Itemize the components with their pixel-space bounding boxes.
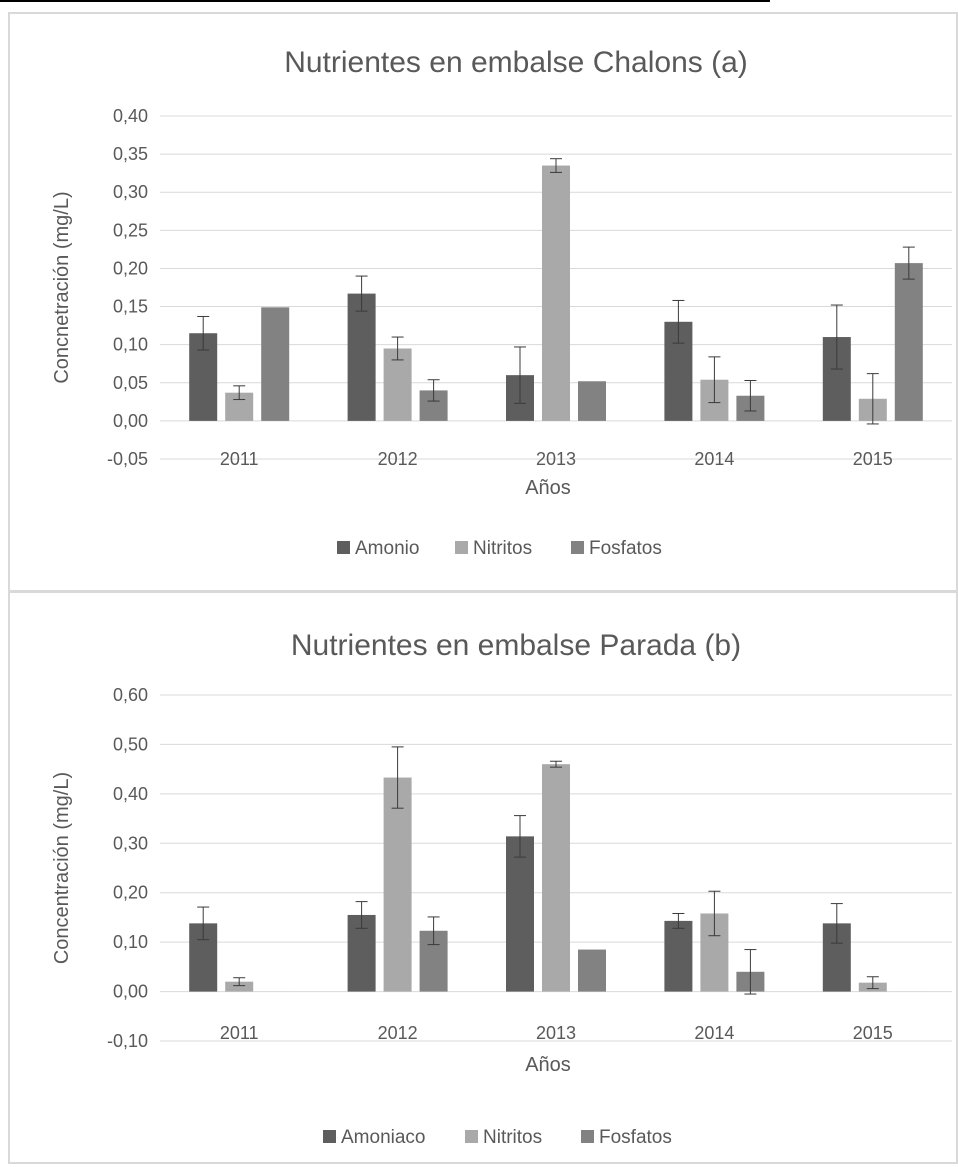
bar-nitritos-2012 [384, 778, 412, 992]
legend-swatch-fosfatos [581, 1130, 594, 1143]
bar-fosfatos-2013 [578, 950, 606, 992]
y-tick-label: 0,00 [113, 411, 148, 431]
y-tick-label: 0,05 [113, 373, 148, 393]
y-tick-label: -0,10 [107, 1031, 148, 1051]
chart-title: Nutrientes en embalse Chalons (a) [284, 46, 748, 79]
bar-fosfatos-2015 [895, 263, 923, 421]
bar-amoniaco-2013 [506, 836, 534, 991]
x-tick-label: 2011 [220, 449, 259, 469]
legend-swatch-fosfatos [571, 541, 584, 554]
legend-swatch-amonio [337, 541, 350, 554]
y-tick-label: 0,00 [113, 982, 148, 1002]
y-tick-label: 0,50 [113, 734, 148, 754]
x-tick-label: 2012 [378, 1023, 418, 1043]
chart-panel-parada: Nutrientes en embalse Parada (b) -0,10 0,0… [8, 590, 958, 1164]
bar-nitritos-2013 [542, 764, 570, 991]
y-tick-label: 0,60 [113, 685, 148, 705]
y-tick-label: 0,30 [113, 833, 148, 853]
chart-panel-chalons: Nutrientes en embalse Chalons (a) -0,05 0,… [8, 12, 958, 592]
x-axis-label: Años [525, 1054, 571, 1076]
y-axis-label: Concentración (mg/L) [51, 772, 73, 964]
bar-fosfatos-2013 [578, 381, 606, 421]
x-tick-label: 2014 [694, 449, 734, 469]
x-tick-label: 2015 [853, 449, 893, 469]
legend-swatch-amoniaco [323, 1130, 336, 1143]
y-tick-label: 0,40 [113, 106, 148, 126]
chart-chalons-svg: Nutrientes en embalse Chalons (a) -0,05 0,… [10, 14, 958, 594]
legend-label-fosfatos: Fosfatos [589, 538, 662, 559]
bar-amoniaco-2014 [664, 921, 692, 992]
legend-label-nitritos: Nitritos [483, 1127, 542, 1148]
x-tick-label: 2015 [853, 1023, 893, 1043]
bar-nitritos-2013 [542, 166, 570, 421]
y-tick-label: 0,10 [113, 932, 148, 952]
y-tick-label: 0,10 [113, 335, 148, 355]
x-tick-label: 2012 [378, 449, 418, 469]
chart-title: Nutrientes en embalse Parada (b) [291, 629, 741, 662]
bar-fosfatos-2011 [261, 307, 289, 421]
x-tick-label: 2014 [694, 1023, 734, 1043]
x-axis-label: Años [525, 477, 571, 499]
y-tick-label: 0,30 [113, 182, 148, 202]
y-tick-label: 0,20 [113, 258, 148, 278]
x-tick-label: 2013 [536, 1023, 576, 1043]
chart-parada-svg: Nutrientes en embalse Parada (b) -0,10 0,0… [10, 593, 958, 1167]
bar-amonio-2012 [348, 294, 376, 421]
y-tick-label: 0,25 [113, 220, 148, 240]
legend-label-amonio: Amonio [355, 538, 419, 559]
legend-swatch-nitritos [455, 541, 468, 554]
legend-swatch-nitritos [465, 1130, 478, 1143]
y-tick-label: 0,20 [113, 883, 148, 903]
y-tick-label: 0,40 [113, 784, 148, 804]
y-tick-label: 0,35 [113, 144, 148, 164]
y-tick-label: -0,05 [107, 449, 148, 469]
legend-label-amoniaco: Amoniaco [341, 1127, 426, 1148]
legend-label-fosfatos: Fosfatos [599, 1127, 672, 1148]
x-tick-label: 2013 [536, 449, 576, 469]
top-border-line [0, 0, 770, 2]
x-tick-label: 2011 [220, 1023, 259, 1043]
y-axis-label: Concnetración (mg/L) [51, 191, 73, 383]
y-tick-label: 0,15 [113, 297, 148, 317]
legend-label-nitritos: Nitritos [473, 538, 532, 559]
